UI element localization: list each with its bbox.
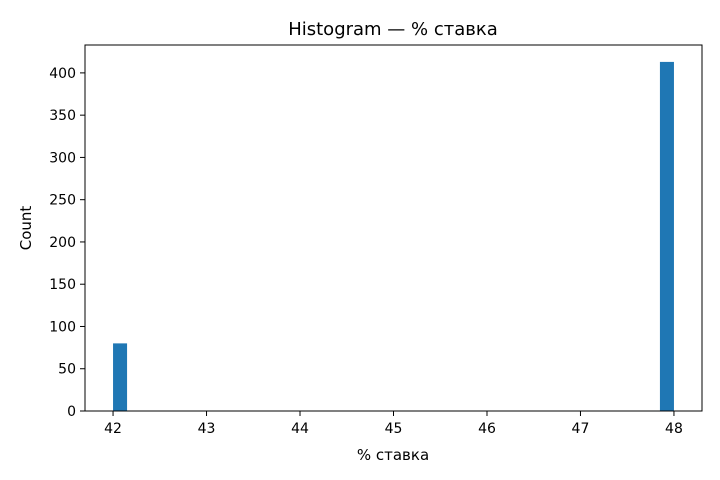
chart-title: Histogram — % ставка bbox=[288, 19, 498, 40]
y-tick-label: 200 bbox=[49, 235, 76, 251]
x-tick-label: 47 bbox=[572, 421, 590, 437]
y-tick-label: 150 bbox=[49, 277, 76, 293]
x-tick-label: 46 bbox=[478, 421, 496, 437]
y-axis-label: Count bbox=[17, 206, 35, 251]
x-tick-label: 42 bbox=[104, 421, 122, 437]
y-tick-label: 400 bbox=[49, 66, 76, 82]
bars-layer bbox=[113, 61, 674, 412]
y-tick-label: 250 bbox=[49, 193, 76, 209]
x-tick-label: 43 bbox=[198, 421, 216, 437]
y-tick-label: 0 bbox=[67, 404, 76, 420]
x-tick-label: 44 bbox=[291, 421, 309, 437]
x-axis-label: % ставка bbox=[357, 446, 429, 464]
histogram-bar-1 bbox=[659, 61, 674, 412]
plot-frame bbox=[84, 44, 703, 412]
y-tick-label: 100 bbox=[49, 319, 76, 335]
y-tick-label: 50 bbox=[58, 362, 76, 378]
x-axis-ticks: 42 43 44 45 46 47 48 bbox=[104, 411, 683, 437]
x-tick-label: 48 bbox=[665, 421, 683, 437]
y-tick-label: 350 bbox=[49, 108, 76, 124]
y-axis-ticks: 0 50 100 150 200 250 300 350 400 bbox=[49, 66, 85, 420]
y-tick-label: 300 bbox=[49, 150, 76, 166]
x-tick-label: 45 bbox=[385, 421, 403, 437]
histogram-bar-0 bbox=[113, 343, 128, 411]
